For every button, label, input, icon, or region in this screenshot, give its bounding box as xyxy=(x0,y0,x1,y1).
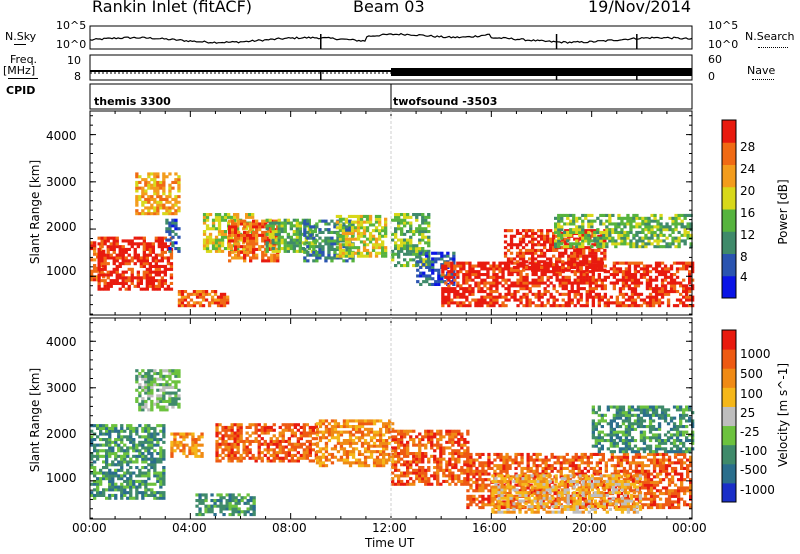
velocity-ytick-2000: 2000 xyxy=(46,427,77,441)
beam-title: Beam 03 xyxy=(353,0,425,16)
power-cb-tick-12: 12 xyxy=(740,228,756,242)
velocity-echo-region-2 xyxy=(170,432,204,458)
velocity-cb-tick-25: 25 xyxy=(740,406,756,420)
velocity-cb-tick-m500: -500 xyxy=(740,463,768,477)
velocity-echo-region-9 xyxy=(591,405,695,454)
nsky-legend-line xyxy=(14,44,26,45)
noise-panel-frame xyxy=(89,25,693,50)
cpid-mode-2: twofsound -3503 xyxy=(393,95,498,108)
velocity-cb-tick-m1000: -1000 xyxy=(740,483,775,497)
velocity-ytick-1000: 1000 xyxy=(46,471,77,485)
power-echo-region-3 xyxy=(165,218,181,253)
power-colorbar-segment-4 xyxy=(722,186,736,210)
velocity-cb-tick-m25: -25 xyxy=(740,425,760,439)
nsearch-legend-line xyxy=(758,47,788,48)
power-echo-region-4 xyxy=(177,290,230,308)
nsky-label: N.Sky xyxy=(5,30,37,43)
velocity-ytick-4000: 4000 xyxy=(46,335,77,349)
xtick-1600: 16:00 xyxy=(472,521,507,535)
freq-tick-top: 10 xyxy=(67,54,81,67)
power-echo-region-10 xyxy=(391,213,431,268)
power-echo-region-2 xyxy=(135,172,181,216)
velocity-echo-region-0 xyxy=(90,424,166,500)
velocity-colorbar-segment-2 xyxy=(722,444,736,465)
power-echo-region-9 xyxy=(335,214,388,258)
date-title: 19/Nov/2014 xyxy=(588,0,692,16)
power-colorbar-segment-0 xyxy=(722,275,736,299)
power-cb-tick-8: 8 xyxy=(740,250,748,264)
xlabel: Time UT xyxy=(365,536,415,550)
xtick-0400: 04:00 xyxy=(172,521,207,535)
freq-label: Freq. xyxy=(10,53,38,66)
velocity-cb-tick-1000: 1000 xyxy=(740,347,771,361)
power-ytick-3000: 3000 xyxy=(46,175,77,189)
power-cb-tick-16: 16 xyxy=(740,206,756,220)
freq-band-mode2 xyxy=(391,68,692,76)
xtick-0800: 08:00 xyxy=(272,521,307,535)
nsearch-tick-bottom: 10^0 xyxy=(708,38,739,51)
power-colorbar-segment-1 xyxy=(722,253,736,277)
velocity-colorbar-segment-3 xyxy=(722,425,736,446)
power-cb-tick-24: 24 xyxy=(740,162,756,176)
xtick-2400: 00:00 xyxy=(672,521,707,535)
cpid-mode-1: themis 3300 xyxy=(94,95,171,108)
nave-legend-line xyxy=(752,79,774,80)
velocity-colorbar-segment-6 xyxy=(722,368,736,388)
xtick-1200: 12:00 xyxy=(372,521,407,535)
velocity-echo-region-8 xyxy=(491,474,643,514)
power-colorbar-frame xyxy=(721,119,737,299)
power-colorbar-segment-2 xyxy=(722,231,736,254)
freq-legend-line xyxy=(8,78,38,79)
velocity-colorbar-segment-0 xyxy=(722,482,736,503)
nsky-tick-top: 10^5 xyxy=(56,19,87,32)
xtick-2000: 20:00 xyxy=(572,521,607,535)
velocity-cb-tick-500: 500 xyxy=(740,367,763,381)
nave-tick-bottom: 0 xyxy=(708,70,715,83)
noise-sky-line xyxy=(89,32,693,44)
power-cb-tick-4: 4 xyxy=(740,270,748,284)
velocity-colorbar-segment-4 xyxy=(722,406,736,427)
velocity-cb-tick-100: 100 xyxy=(740,387,763,401)
power-cb-tick-20: 20 xyxy=(740,184,756,198)
nave-label: Nave xyxy=(747,64,776,77)
nsearch-label: N.Search xyxy=(745,30,795,43)
freq-tick-bottom: 8 xyxy=(74,70,81,83)
nave-tick-top: 60 xyxy=(708,53,722,66)
nsky-tick-bottom: 10^0 xyxy=(56,38,87,51)
velocity-echo-region-6 xyxy=(391,429,470,486)
velocity-colorbar-segment-8 xyxy=(722,330,736,350)
power-colorbar-segment-5 xyxy=(722,164,736,188)
velocity-echo-region-1 xyxy=(135,369,181,412)
velocity-colorbar-segment-5 xyxy=(722,387,736,407)
velocity-colorbar-frame xyxy=(721,329,737,503)
power-ytick-4000: 4000 xyxy=(46,129,77,143)
power-cb-tick-28: 28 xyxy=(740,140,756,154)
cpid-label: CPID xyxy=(6,84,36,97)
power-ytick-2000: 2000 xyxy=(46,220,77,234)
power-ytick-1000: 1000 xyxy=(46,264,77,278)
power-colorbar-segment-3 xyxy=(722,209,736,232)
velocity-echo-region-5 xyxy=(315,419,395,468)
power-echo-region-1 xyxy=(97,236,174,291)
station-title: Rankin Inlet (fitACF) xyxy=(92,0,253,16)
power-echo-region-14 xyxy=(554,213,693,249)
velocity-echo-region-3 xyxy=(195,493,256,517)
power-colorbar-segment-7 xyxy=(722,120,736,143)
velocity-ytick-3000: 3000 xyxy=(46,381,77,395)
velocity-colorbar-segment-7 xyxy=(722,349,736,369)
xtick-0000: 00:00 xyxy=(72,521,107,535)
nsearch-tick-top: 10^5 xyxy=(708,19,739,32)
velocity-cb-tick-m100: -100 xyxy=(740,444,768,458)
freq-unit-label: [MHz] xyxy=(3,64,36,77)
freq-panel-frame xyxy=(89,54,693,81)
power-colorbar-segment-6 xyxy=(722,142,736,165)
velocity-echo-region-4 xyxy=(215,423,318,463)
velocity-colorbar-segment-1 xyxy=(722,463,736,484)
